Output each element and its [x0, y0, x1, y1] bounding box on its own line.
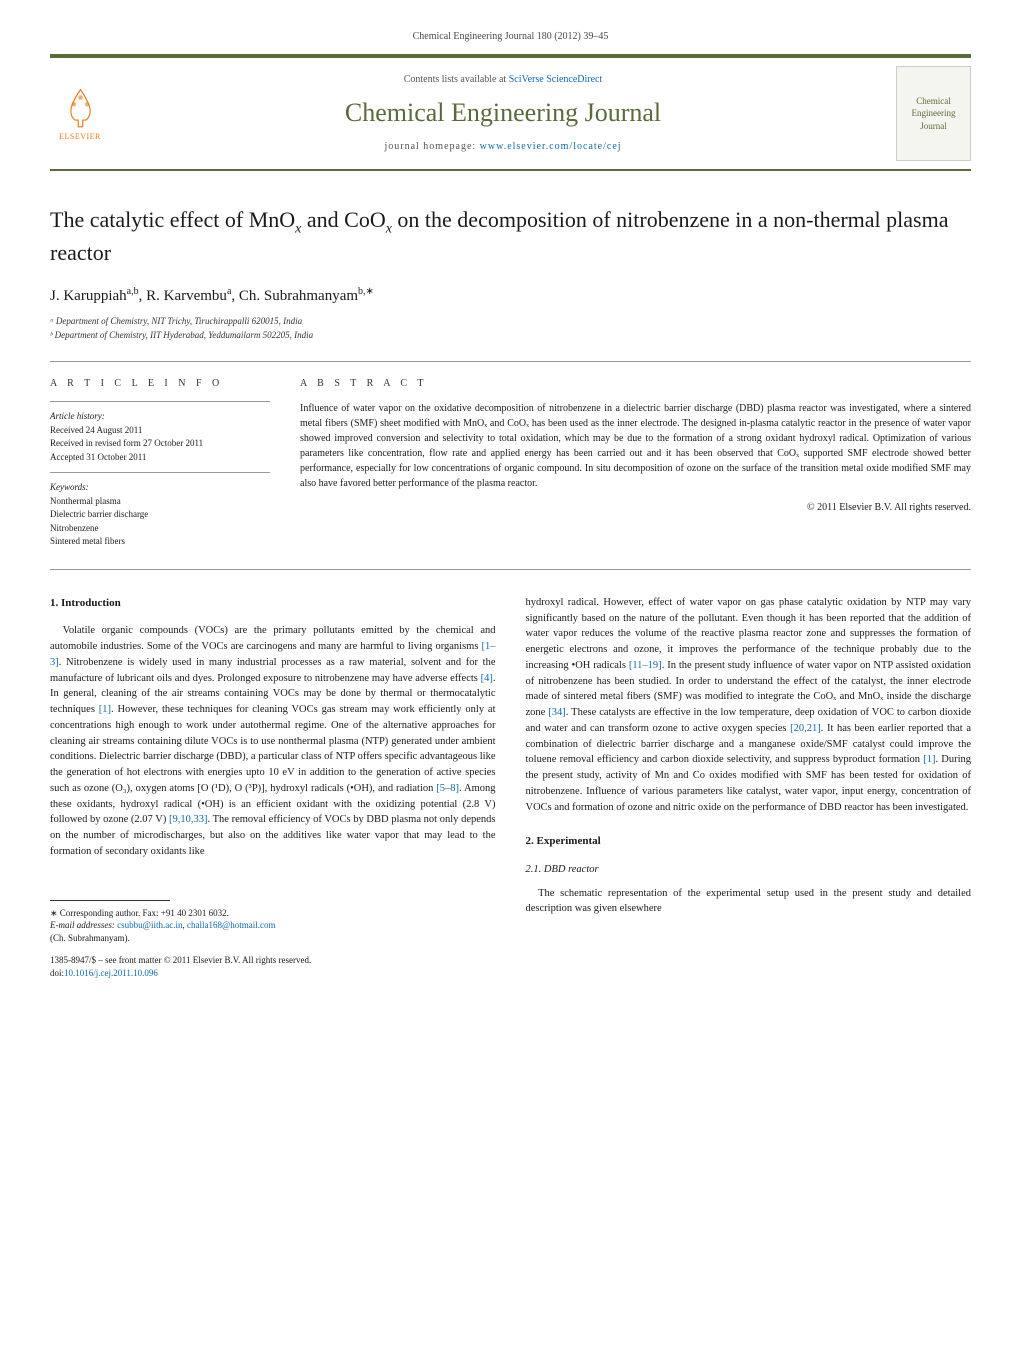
banner-center: Contents lists available at SciVerse Sci… [110, 73, 896, 153]
footer-divider [50, 900, 170, 901]
keyword-item: Dielectric barrier discharge [50, 508, 270, 522]
homepage-prefix: journal homepage: [384, 141, 479, 152]
issn-line: 1385-8947/$ – see front matter © 2011 El… [50, 954, 496, 967]
accepted-date: Accepted 31 October 2011 [50, 451, 270, 465]
exp-paragraph-1: The schematic representation of the expe… [526, 886, 972, 918]
keywords-block: Keywords: Nonthermal plasma Dielectric b… [50, 481, 270, 549]
sciencedirect-link[interactable]: SciVerse ScienceDirect [509, 74, 603, 85]
contents-prefix: Contents lists available at [404, 74, 509, 85]
email-link-2[interactable]: challa168@hotmail.com [187, 920, 276, 930]
info-divider [50, 401, 270, 402]
affiliation-b: ᵇ Department of Chemistry, IIT Hyderabad… [50, 329, 971, 342]
keyword-item: Nonthermal plasma [50, 495, 270, 509]
affiliation-a: ᵃ Department of Chemistry, NIT Trichy, T… [50, 315, 971, 328]
dbd-reactor-heading: 2.1. DBD reactor [526, 862, 972, 878]
main-content: 1. Introduction Volatile organic compoun… [50, 595, 971, 980]
email-link-1[interactable]: csubbu@iith.ac.in [117, 920, 182, 930]
info-divider [50, 472, 270, 473]
homepage-link[interactable]: www.elsevier.com/locate/cej [480, 141, 622, 152]
history-block: Article history: Received 24 August 2011… [50, 410, 270, 464]
authors-list: J. Karuppiaha,b, R. Karvembua, Ch. Subra… [50, 285, 971, 307]
cover-text: Chemical Engineering Journal [901, 95, 966, 133]
abstract-copyright: © 2011 Elsevier B.V. All rights reserved… [300, 501, 971, 515]
article-info-heading: A R T I C L E I N F O [50, 377, 270, 391]
doi-line: doi:10.1016/j.cej.2011.10.096 [50, 967, 496, 980]
citation-header: Chemical Engineering Journal 180 (2012) … [50, 30, 971, 44]
intro-paragraph-2: hydroxyl radical. However, effect of wat… [526, 595, 972, 816]
abstract-section: A B S T R A C T Influence of water vapor… [300, 377, 971, 549]
elsevier-logo: ELSEVIER [50, 84, 110, 144]
experimental-heading: 2. Experimental [526, 833, 972, 850]
abstract-heading: A B S T R A C T [300, 377, 971, 391]
corresponding-author: ∗ Corresponding author. Fax: +91 40 2301… [50, 907, 496, 920]
author-name-footer: (Ch. Subrahmanyam). [50, 932, 496, 945]
doi-label: doi: [50, 968, 64, 978]
received-date: Received 24 August 2011 [50, 424, 270, 438]
journal-cover-thumbnail: Chemical Engineering Journal [896, 66, 971, 161]
footer-left: ∗ Corresponding author. Fax: +91 40 2301… [50, 890, 496, 980]
elsevier-label: ELSEVIER [59, 131, 101, 142]
left-column: 1. Introduction Volatile organic compoun… [50, 595, 496, 980]
info-abstract-section: A R T I C L E I N F O Article history: R… [50, 361, 971, 570]
article-info: A R T I C L E I N F O Article history: R… [50, 377, 270, 549]
banner-left: ELSEVIER [50, 84, 110, 144]
journal-title: Chemical Engineering Journal [110, 95, 896, 131]
keyword-item: Nitrobenzene [50, 522, 270, 536]
keywords-label: Keywords: [50, 481, 270, 495]
article-title: The catalytic effect of MnOx and CoOx on… [50, 206, 971, 267]
elsevier-tree-icon [58, 84, 103, 129]
email-label: E-mail addresses: [50, 920, 117, 930]
email-line: E-mail addresses: csubbu@iith.ac.in, cha… [50, 919, 496, 932]
abstract-text: Influence of water vapor on the oxidativ… [300, 401, 971, 491]
doi-link[interactable]: 10.1016/j.cej.2011.10.096 [64, 968, 158, 978]
homepage-line: journal homepage: www.elsevier.com/locat… [110, 140, 896, 154]
introduction-heading: 1. Introduction [50, 595, 496, 612]
keyword-item: Sintered metal fibers [50, 535, 270, 549]
journal-banner: ELSEVIER Contents lists available at Sci… [50, 54, 971, 171]
revised-date: Received in revised form 27 October 2011 [50, 437, 270, 451]
history-label: Article history: [50, 410, 270, 424]
affiliations: ᵃ Department of Chemistry, NIT Trichy, T… [50, 315, 971, 341]
contents-line: Contents lists available at SciVerse Sci… [110, 73, 896, 87]
right-column: hydroxyl radical. However, effect of wat… [526, 595, 972, 980]
intro-paragraph-1: Volatile organic compounds (VOCs) are th… [50, 623, 496, 859]
